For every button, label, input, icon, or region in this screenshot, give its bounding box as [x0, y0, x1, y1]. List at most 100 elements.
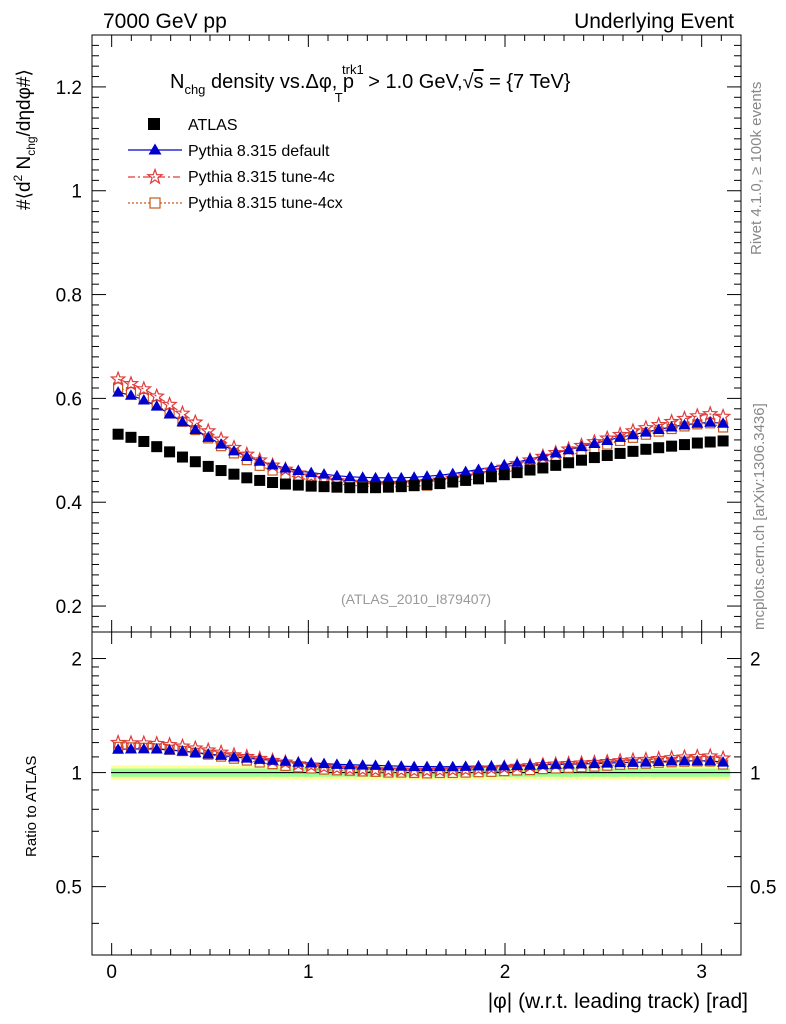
point-default — [305, 466, 318, 478]
ratio-point-default — [498, 759, 511, 771]
y-tick-label-ratio-left: 1 — [71, 764, 82, 785]
ratio-point-default — [369, 759, 382, 770]
point-atlas — [331, 481, 343, 493]
point-tune4c — [135, 380, 153, 397]
ratio-point-tune4c — [495, 758, 513, 775]
ratio-point-default — [318, 757, 331, 769]
ratio-point-tune4c — [431, 761, 449, 778]
legend-atlas-label: ATLAS — [188, 117, 238, 134]
point-atlas — [357, 482, 369, 494]
point-atlas — [717, 435, 729, 447]
point-default — [536, 450, 549, 461]
ylabel-ratio: Ratio to ATLAS — [23, 756, 40, 857]
legend-atlas-marker — [148, 118, 160, 130]
point-atlas — [601, 449, 613, 461]
legend-default-label: Pythia 8.315 default — [188, 143, 330, 160]
y-tick-label-ratio-left: 0.5 — [56, 878, 82, 899]
ratio-point-default — [717, 756, 730, 767]
ratio-point-tune4c — [444, 761, 462, 777]
header-right: Underlying Event — [574, 10, 734, 33]
analysis-id: (ATLAS_2010_I879407) — [341, 591, 491, 607]
point-default — [575, 440, 588, 452]
ratio-point-default — [215, 749, 228, 760]
point-default — [330, 469, 343, 481]
point-atlas — [614, 447, 626, 459]
header-left: 7000 GeV pp — [103, 10, 227, 33]
legend-default-marker — [148, 143, 162, 155]
ratio-panel: 0.5 0.5 1 1 2 2 — [56, 631, 776, 956]
plot-title: Nchg density vs.Δφ, ptrk1 T > 1.0 GeV,√s … — [170, 62, 571, 105]
ratio-point-tune4c — [470, 760, 487, 776]
point-default — [652, 423, 665, 435]
ratio-point-default — [446, 760, 459, 772]
point-default — [382, 471, 395, 483]
point-atlas — [537, 462, 549, 474]
ratio-point-default — [511, 759, 524, 771]
y-tick-label-ratio-left: 2 — [71, 650, 82, 671]
ratio-point-default — [292, 756, 305, 767]
point-default — [523, 453, 536, 464]
point-default — [498, 458, 511, 470]
point-atlas — [524, 464, 536, 476]
point-atlas — [382, 481, 394, 493]
point-default — [549, 446, 562, 458]
ratio-point-default — [421, 760, 434, 772]
point-atlas — [151, 441, 163, 453]
point-atlas — [189, 456, 201, 468]
point-atlas — [434, 478, 446, 490]
ratio-point-default — [459, 760, 472, 771]
point-atlas — [228, 468, 240, 480]
point-tune4c — [161, 395, 178, 412]
point-atlas — [704, 436, 716, 448]
ylabel-sup2: 2 — [11, 174, 25, 181]
ratio-point-default — [433, 760, 446, 772]
ratio-point-tune4c — [341, 760, 359, 776]
point-default — [279, 461, 292, 473]
ratio-point-default — [124, 742, 137, 754]
y-tick-label-ratio-right: 0.5 — [750, 878, 776, 899]
ratio-point-default — [614, 756, 627, 768]
ratio-point-default — [305, 756, 318, 768]
ratio-point-tune4c — [289, 755, 307, 772]
point-default — [369, 471, 382, 483]
point-atlas — [666, 440, 678, 452]
ratio-point-default — [279, 755, 292, 766]
legend-item-tune4c: Pythia 8.315 tune-4c — [128, 167, 335, 186]
point-atlas — [254, 474, 266, 486]
point-default — [601, 434, 614, 445]
point-tune4c — [302, 467, 320, 484]
ratio-point-tune4c — [302, 756, 320, 773]
ylabel-chg: chg — [24, 136, 38, 155]
point-default — [665, 420, 678, 432]
main-panel: 0.2 0.4 0.6 0.8 1 1.2 — [56, 34, 742, 633]
y-tick-label-main: 1.2 — [56, 78, 82, 99]
ratio-point-tune4c — [457, 760, 474, 777]
ratio-band — [111, 765, 731, 781]
ratio-point-default — [678, 754, 691, 766]
ratio-frame — [91, 631, 742, 956]
point-atlas — [460, 474, 472, 486]
point-default — [215, 438, 228, 449]
y-tick-label-ratio-right: 2 — [750, 650, 761, 671]
title-sup: trk1 — [342, 62, 364, 77]
ratio-point-default — [330, 758, 343, 769]
ratio-point-default — [601, 757, 614, 768]
point-default — [459, 465, 472, 477]
point-default — [626, 428, 639, 440]
point-tune4c — [122, 375, 140, 391]
ratio-point-default — [626, 756, 639, 767]
point-atlas — [176, 451, 188, 463]
point-default — [639, 426, 652, 437]
y-tick-label-main: 1 — [71, 182, 82, 203]
point-atlas — [653, 442, 665, 454]
point-default — [356, 471, 369, 482]
point-default — [150, 400, 163, 411]
title-s: s — [474, 71, 484, 93]
ratio-point-default — [227, 751, 240, 762]
point-atlas — [112, 428, 124, 440]
point-atlas — [563, 457, 575, 469]
point-default — [202, 431, 215, 442]
mcplots-label: mcplots.cern.ch [arXiv:1306.3436] — [751, 403, 768, 630]
point-default — [691, 417, 704, 428]
ratio-point-default — [395, 760, 408, 771]
